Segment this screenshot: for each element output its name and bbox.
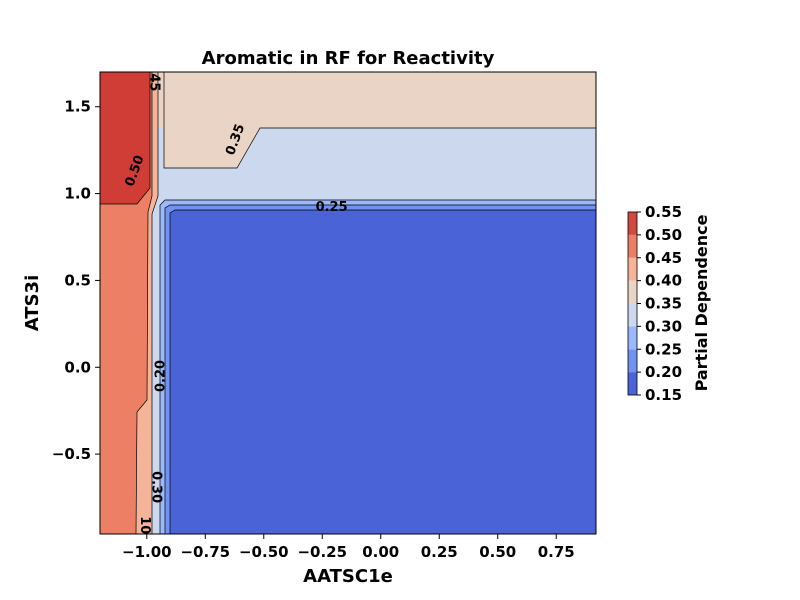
x-tick-label: −0.50 (239, 543, 289, 561)
x-axis-label: AATSC1e (303, 566, 393, 587)
region-level-2 (100, 72, 596, 168)
chart-title: Aromatic in RF for Reactivity (202, 48, 495, 69)
colorbar-swatch (628, 372, 637, 395)
plot-frame (99, 71, 597, 535)
colorbar-tick-label: 0.40 (645, 272, 682, 290)
colorbar-tick-label: 0.20 (645, 363, 682, 381)
colorbar: 0.15 0.20 0.25 0.30 0.35 0.40 0.45 0.50 0.55 (627, 203, 682, 404)
contour-label: 0.25 (316, 200, 348, 215)
contour-line (169, 209, 596, 534)
contour-label: 45 (146, 73, 161, 91)
colorbar-swatch (628, 257, 637, 281)
x-axis-ticks: −1.00 −0.75 −0.50 −0.25 0.00 0.25 0.50 0.75 (122, 534, 575, 561)
contour-lines (100, 72, 596, 534)
x-tick-label: 0.00 (362, 543, 399, 561)
colorbar-swatch (628, 303, 637, 327)
y-tick-label: 1.5 (64, 98, 91, 116)
y-tick-label: 0.0 (64, 358, 91, 376)
contour-line (135, 72, 153, 534)
contour-line (163, 72, 596, 169)
x-tick-label: 0.75 (538, 543, 575, 561)
colorbar-tick-label: 0.35 (645, 295, 682, 313)
colorbar-swatch (628, 234, 637, 258)
x-tick-label: −0.25 (297, 543, 347, 561)
y-tick-label: 1.0 (64, 185, 91, 203)
contour-label: 0.30 (149, 471, 164, 503)
contour-line (100, 72, 151, 205)
colorbar-tick-label: 0.50 (645, 226, 682, 244)
colorbar-swatch (628, 349, 637, 373)
region-level-5 (100, 72, 150, 204)
contour-line (159, 199, 596, 534)
contour-line (151, 72, 159, 534)
contour-line (164, 204, 596, 534)
y-axis-label: ATS3i (22, 275, 43, 331)
x-tick-label: −0.75 (180, 543, 230, 561)
colorbar-tick-label: 0.15 (645, 386, 682, 404)
y-tick-label: −0.5 (52, 445, 91, 463)
x-tick-label: −1.00 (122, 543, 172, 561)
contour-label: 0.20 (153, 360, 168, 392)
y-tick-label: 0.5 (64, 271, 91, 289)
y-axis-ticks: −0.5 0.0 0.5 1.0 1.5 (52, 98, 100, 463)
x-tick-label: 0.25 (421, 543, 458, 561)
x-tick-label: 0.50 (479, 543, 516, 561)
contour-label: 10 (137, 516, 152, 534)
colorbar-tick-label: 0.25 (645, 340, 682, 358)
colorbar-swatch (628, 326, 637, 350)
colorbar-tick-label: 0.30 (645, 317, 682, 335)
colorbar-swatch (628, 212, 637, 235)
colorbar-label: Partial Dependence (692, 214, 711, 391)
colorbar-tick-label: 0.45 (645, 249, 682, 267)
colorbar-tick-label: 0.55 (645, 203, 682, 221)
region-level-8 (170, 210, 596, 534)
colorbar-swatch (628, 280, 637, 304)
